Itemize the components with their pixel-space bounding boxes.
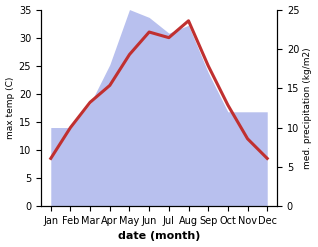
Y-axis label: max temp (C): max temp (C) (5, 77, 15, 139)
X-axis label: date (month): date (month) (118, 231, 200, 242)
Y-axis label: med. precipitation (kg/m2): med. precipitation (kg/m2) (303, 47, 313, 169)
